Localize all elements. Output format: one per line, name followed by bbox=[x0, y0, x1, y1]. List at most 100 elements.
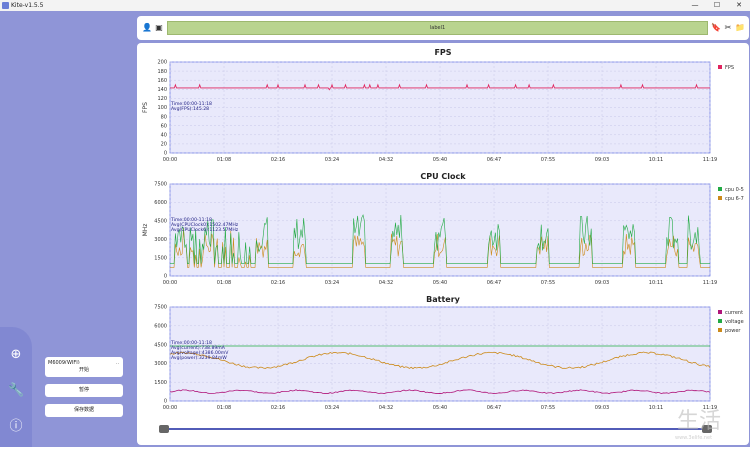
watermark-subtext: www.3elife.net bbox=[675, 435, 712, 441]
x-tick-label: 06:47 bbox=[487, 405, 501, 411]
maximize-button[interactable]: ☐ bbox=[713, 1, 721, 9]
y-tick-label: 7500 bbox=[154, 305, 167, 311]
x-tick-label: 05:40 bbox=[433, 280, 447, 286]
x-tick-label: 07:55 bbox=[541, 405, 555, 411]
series-line-cpu-6-7 bbox=[170, 228, 710, 268]
image-icon[interactable]: ▣ bbox=[155, 23, 163, 32]
legend-swatch bbox=[718, 319, 722, 323]
legend-label: voltage bbox=[725, 319, 744, 325]
x-tick-label: 11:19 bbox=[703, 280, 717, 286]
stats-text: Time:00:00-11:18 bbox=[170, 340, 212, 346]
legend-swatch bbox=[718, 187, 722, 191]
y-axis-label: MHz bbox=[142, 224, 149, 237]
x-tick-label: 05:40 bbox=[433, 157, 447, 163]
stats-text: Avg(current):738.89mA bbox=[171, 345, 226, 351]
x-tick-label: 05:40 bbox=[433, 405, 447, 411]
range-start-handle[interactable] bbox=[159, 425, 169, 433]
y-axis-label: FPS bbox=[142, 102, 149, 113]
add-icon[interactable]: ⊕ bbox=[10, 347, 22, 362]
y-tick-label: 0 bbox=[164, 399, 167, 405]
x-tick-label: 01:08 bbox=[217, 157, 231, 163]
legend-label: power bbox=[725, 328, 741, 334]
y-tick-label: 7500 bbox=[154, 182, 167, 188]
minimize-button[interactable]: — bbox=[691, 1, 699, 9]
legend-label: FPS bbox=[725, 65, 734, 71]
folder-icon[interactable]: 📁 bbox=[735, 23, 745, 32]
watermark-text: 生活 bbox=[677, 409, 721, 434]
save-data-button[interactable]: 保存数据 bbox=[45, 404, 123, 417]
close-button[interactable]: ✕ bbox=[736, 1, 742, 9]
y-tick-label: 100 bbox=[157, 105, 167, 111]
x-tick-label: 03:24 bbox=[325, 280, 339, 286]
x-tick-label: 03:24 bbox=[325, 157, 339, 163]
x-tick-label: 04:32 bbox=[379, 405, 393, 411]
scissors-icon[interactable]: ✂ bbox=[724, 23, 732, 32]
x-tick-label: 02:16 bbox=[271, 157, 285, 163]
side-rail: ⊕ 🔧 ⓘ bbox=[0, 327, 32, 447]
y-tick-label: 3000 bbox=[154, 237, 167, 243]
y-tick-label: 0 bbox=[164, 274, 167, 280]
legend-swatch bbox=[718, 328, 722, 332]
y-tick-label: 3000 bbox=[154, 361, 167, 367]
y-tick-label: 40 bbox=[161, 133, 167, 139]
x-tick-label: 09:03 bbox=[595, 405, 609, 411]
window-titlebar: Kite-v1.5.5 — ☐ ✕ bbox=[0, 0, 750, 11]
y-tick-label: 6000 bbox=[154, 324, 167, 330]
legend-label: cpu 6-7 bbox=[725, 196, 744, 202]
stats-text: Time:00:00-11:18 bbox=[170, 101, 212, 107]
y-tick-label: 140 bbox=[157, 87, 167, 93]
x-tick-label: 06:47 bbox=[487, 280, 501, 286]
person-icon[interactable]: 👤 bbox=[142, 23, 152, 32]
x-tick-label: 09:03 bbox=[595, 157, 609, 163]
wrench-icon[interactable]: 🔧 bbox=[8, 383, 25, 398]
y-tick-label: 4500 bbox=[154, 219, 167, 225]
x-tick-label: 00:00 bbox=[163, 280, 177, 286]
legend-swatch bbox=[718, 310, 722, 314]
plot-area bbox=[169, 306, 711, 402]
x-tick-label: 02:16 bbox=[271, 280, 285, 286]
x-tick-label: 10:11 bbox=[649, 157, 663, 163]
device-select-value: M6009(WIFI) bbox=[48, 360, 80, 366]
x-tick-label: 03:24 bbox=[325, 405, 339, 411]
label-bar: label1 bbox=[167, 21, 708, 35]
x-tick-label: 10:11 bbox=[649, 405, 663, 411]
chevron-down-icon: ⌄ bbox=[115, 357, 120, 370]
series-line-cpu-0-5 bbox=[170, 214, 710, 265]
series-line-power bbox=[169, 351, 711, 370]
y-tick-label: 200 bbox=[157, 60, 167, 66]
y-tick-label: 0 bbox=[164, 151, 167, 157]
x-tick-label: 06:47 bbox=[487, 157, 501, 163]
x-tick-label: 09:03 bbox=[595, 280, 609, 286]
chart-title: Battery bbox=[426, 295, 461, 304]
legend-swatch bbox=[718, 196, 722, 200]
pause-button[interactable]: 暂停 bbox=[45, 384, 123, 397]
y-tick-label: 80 bbox=[161, 114, 167, 120]
x-tick-label: 11:19 bbox=[703, 405, 717, 411]
y-tick-label: 60 bbox=[161, 123, 167, 129]
info-icon[interactable]: ⓘ bbox=[9, 419, 23, 434]
x-tick-label: 07:55 bbox=[541, 280, 555, 286]
y-tick-label: 180 bbox=[157, 69, 167, 75]
start-button[interactable]: 开始 bbox=[45, 364, 123, 377]
bookmark-icon[interactable]: 🔖 bbox=[711, 23, 721, 32]
sidebar: ⊕ 🔧 ⓘ M6009(WIFI) ⌄ 开始 暂停 保存数据 bbox=[0, 11, 134, 447]
y-tick-label: 1500 bbox=[154, 255, 167, 261]
stats-text: Avg(CPUClock0):1502.47MHz bbox=[171, 222, 239, 228]
y-tick-label: 160 bbox=[157, 78, 167, 84]
legend-swatch bbox=[718, 65, 722, 69]
chart-title: CPU Clock bbox=[420, 172, 466, 181]
legend-label: cpu 0-5 bbox=[725, 187, 744, 193]
x-tick-label: 01:08 bbox=[217, 280, 231, 286]
series-line-current bbox=[169, 389, 711, 395]
y-tick-label: 6000 bbox=[154, 200, 167, 206]
y-tick-label: 120 bbox=[157, 96, 167, 102]
y-tick-label: 4500 bbox=[154, 342, 167, 348]
window-title: Kite-v1.5.5 bbox=[11, 2, 44, 9]
charts-svg: FPS 0 20 40 60 80 100 120 140 160 180 200 00:00 01:08… bbox=[142, 48, 744, 441]
x-tick-label: 04:32 bbox=[379, 157, 393, 163]
x-tick-label: 04:32 bbox=[379, 280, 393, 286]
x-tick-label: 02:16 bbox=[271, 405, 285, 411]
stats-text: Avg(CPUClock6):1123.57MHz bbox=[171, 227, 239, 233]
range-end-handle[interactable] bbox=[702, 425, 712, 433]
series-line-fps bbox=[170, 83, 710, 91]
